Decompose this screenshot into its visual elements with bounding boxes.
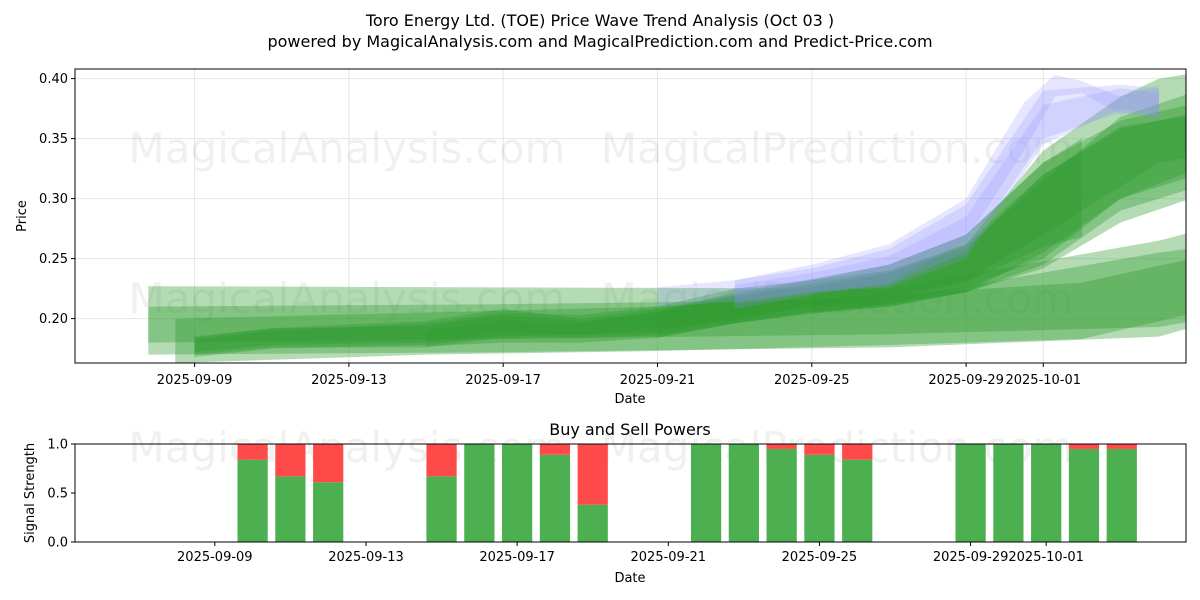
sell-bar-2025-09-25 — [804, 444, 835, 455]
signal-x-label: Date — [614, 571, 645, 586]
signal-y-ticks: 0.0 0.5 1.0 — [47, 438, 75, 551]
signal-y-tick-label: 1.0 — [47, 438, 68, 453]
price-panel: MagicalAnalysis.com MagicalPrediction.co… — [15, 68, 1187, 407]
signal-x-tick-label: 2025-09-29 — [933, 550, 1009, 565]
watermark-analysis-2: MagicalAnalysis.com — [129, 274, 566, 323]
buy-bar-2025-10-02 — [1068, 448, 1100, 542]
price-band-prediction-band-3 — [657, 84, 1159, 307]
sell-bar-2025-09-19 — [577, 444, 608, 505]
buy-bar-2025-10-01 — [1031, 444, 1062, 542]
price-y-tick-label: 0.20 — [39, 312, 68, 327]
signal-title: Buy and Sell Powers — [549, 420, 711, 439]
price-band-price-wave-1 — [194, 138, 1082, 357]
price-x-label: Date — [614, 392, 645, 407]
sell-bar-2025-09-12 — [313, 444, 344, 483]
price-x-tick-label: 2025-09-25 — [774, 373, 850, 388]
price-y-label: Price — [15, 200, 30, 232]
buy-bar-2025-09-22 — [690, 444, 722, 542]
buy-bar-2025-09-19 — [577, 504, 608, 542]
signal-bars — [237, 444, 1137, 542]
buy-bar-2025-09-24 — [766, 448, 797, 542]
sell-bar-2025-09-18 — [539, 444, 571, 455]
price-y-tick-label: 0.30 — [39, 192, 68, 207]
sell-bar-2025-10-02 — [1068, 444, 1100, 449]
signal-x-ticks: 2025-09-09 2025-09-13 2025-09-17 2025-09-21… — [177, 542, 1084, 565]
buy-bar-2025-09-23 — [728, 444, 759, 542]
chart-title: Toro Energy Ltd. (TOE) Price Wave Trend … — [365, 11, 834, 30]
signal-x-tick-label: 2025-09-13 — [328, 550, 404, 565]
price-band-base-band-3 — [175, 259, 1186, 363]
signal-y-label: Signal Strength — [23, 443, 38, 543]
buy-bar-2025-09-25 — [804, 454, 835, 542]
price-y-tick-label: 0.25 — [39, 252, 68, 267]
watermark-analysis: MagicalAnalysis.com — [129, 124, 566, 173]
price-x-tick-label: 2025-09-09 — [157, 373, 233, 388]
signal-y-tick-label: 0.0 — [47, 536, 68, 551]
chart-subtitle: powered by MagicalAnalysis.com and Magic… — [267, 32, 932, 51]
price-band-price-wave-4 — [426, 94, 1186, 347]
sell-bar-2025-09-15 — [426, 444, 457, 477]
price-x-tick-label: 2025-09-21 — [620, 373, 696, 388]
signal-x-tick-label: 2025-09-17 — [479, 550, 555, 565]
price-x-tick-label: 2025-10-01 — [1005, 373, 1081, 388]
price-axes-frame — [74, 68, 1187, 364]
price-band-prediction-band-1 — [734, 75, 1159, 309]
buy-bar-2025-09-16 — [464, 444, 495, 542]
buy-bar-2025-09-10 — [237, 459, 268, 542]
price-band-price-wave-6 — [811, 114, 1186, 313]
price-band-base-band-2 — [148, 248, 1186, 355]
signal-x-tick-label: 2025-10-01 — [1008, 550, 1084, 565]
price-x-tick-label: 2025-09-17 — [465, 373, 541, 388]
buy-bar-2025-09-26 — [842, 459, 873, 542]
signal-x-tick-label: 2025-09-21 — [631, 550, 707, 565]
price-y-tick-label: 0.40 — [39, 72, 68, 87]
buy-bar-2025-09-15 — [426, 476, 457, 542]
signal-panel: Buy and Sell Powers MagicalAnalysis.com … — [23, 420, 1187, 586]
buy-bar-2025-09-11 — [275, 476, 306, 542]
price-y-tick-label: 0.35 — [39, 132, 68, 147]
price-grid — [75, 69, 1186, 363]
price-x-tick-label: 2025-09-13 — [311, 373, 387, 388]
price-y-ticks: 0.20 0.25 0.30 0.35 0.40 — [39, 72, 75, 327]
price-x-ticks: 2025-09-09 2025-09-13 2025-09-17 2025-09-21… — [157, 363, 1081, 388]
price-band-price-wave-5 — [657, 105, 1186, 338]
price-x-tick-label: 2025-09-29 — [928, 373, 1004, 388]
buy-bar-2025-09-12 — [313, 482, 344, 542]
buy-bar-2025-09-29 — [955, 444, 986, 542]
watermark-prediction-2: MagicalPrediction.com — [601, 274, 1074, 323]
buy-bar-2025-10-03 — [1106, 448, 1137, 542]
price-watermarks: MagicalAnalysis.com MagicalPrediction.co… — [129, 124, 1074, 323]
price-band-prediction-band-2 — [734, 88, 1159, 305]
price-band-base-band-1 — [148, 233, 1186, 343]
sell-bar-2025-09-26 — [842, 444, 873, 460]
signal-y-tick-label: 0.5 — [47, 487, 68, 502]
sell-bar-2025-10-03 — [1106, 444, 1137, 449]
sell-bar-2025-09-11 — [275, 444, 306, 477]
sell-bar-2025-09-24 — [766, 444, 797, 449]
signal-watermark-analysis: MagicalAnalysis.com — [129, 423, 566, 472]
buy-bar-2025-09-18 — [539, 454, 571, 542]
watermark-prediction: MagicalPrediction.com — [601, 124, 1074, 173]
sell-bar-2025-09-10 — [237, 444, 268, 460]
buy-bar-2025-09-30 — [993, 444, 1024, 542]
signal-x-tick-label: 2025-09-09 — [177, 550, 253, 565]
price-band-price-wave-2 — [194, 74, 1186, 353]
price-band-price-wave-3 — [194, 116, 1186, 355]
price-bands — [148, 74, 1186, 363]
signal-x-tick-label: 2025-09-25 — [782, 550, 858, 565]
buy-bar-2025-09-17 — [502, 444, 533, 542]
